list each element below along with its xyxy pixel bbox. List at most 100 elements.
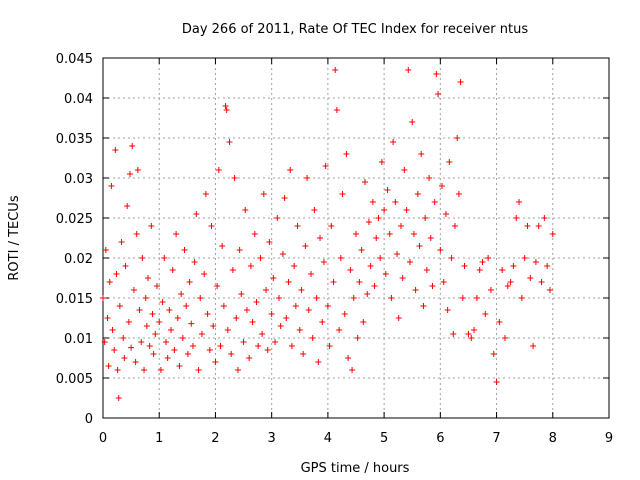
data-point	[446, 159, 453, 165]
data-point	[513, 215, 520, 221]
data-point	[535, 223, 542, 229]
data-point	[111, 347, 118, 353]
data-point	[106, 279, 113, 285]
data-point	[510, 263, 517, 269]
data-point	[371, 283, 378, 289]
y-tick-label: 0.01	[64, 332, 93, 347]
data-point	[345, 355, 352, 361]
data-point	[101, 339, 108, 345]
data-point	[153, 283, 160, 289]
data-point	[524, 223, 531, 229]
data-point	[485, 255, 492, 261]
data-point	[226, 139, 233, 145]
data-point	[270, 275, 277, 281]
data-point	[448, 255, 455, 261]
data-point	[152, 331, 159, 337]
data-point	[317, 235, 324, 241]
data-point	[403, 207, 410, 213]
data-point	[240, 339, 247, 345]
data-point	[109, 327, 116, 333]
data-point	[422, 215, 429, 221]
data-point	[313, 295, 320, 301]
data-point	[406, 259, 413, 265]
data-point	[263, 287, 270, 293]
data-point	[112, 147, 119, 153]
data-point	[538, 279, 545, 285]
data-point	[416, 243, 423, 249]
data-point	[198, 331, 205, 337]
data-point	[274, 215, 281, 221]
data-point	[426, 175, 433, 181]
data-point	[361, 179, 368, 185]
data-point	[251, 231, 258, 237]
data-point	[450, 331, 457, 337]
data-point	[367, 263, 374, 269]
data-point	[132, 359, 139, 365]
y-tick-label: 0.015	[56, 292, 93, 307]
data-point	[108, 183, 115, 189]
data-point	[201, 271, 208, 277]
data-point	[100, 295, 106, 301]
data-point	[204, 311, 211, 317]
data-point	[183, 303, 190, 309]
data-point	[292, 303, 299, 309]
data-point	[476, 267, 483, 273]
data-point	[364, 291, 371, 297]
data-point	[414, 191, 421, 197]
x-tick-label: 1	[155, 431, 163, 446]
data-point	[116, 303, 123, 309]
x-tick-label: 4	[324, 431, 332, 446]
data-point	[501, 335, 508, 341]
data-point	[224, 327, 231, 333]
axis-ticks: 0 1 2 3 4 5 6 7 8 9 0 0.005 0.01 0.015 0.02 0.025 0.03 0.…	[56, 52, 613, 446]
y-tick-label: 0.025	[56, 212, 93, 227]
data-point	[439, 183, 446, 189]
data-point	[468, 335, 475, 341]
data-point	[136, 307, 143, 313]
data-point	[444, 307, 451, 313]
data-point	[465, 331, 472, 337]
data-point	[527, 275, 534, 281]
data-point	[173, 231, 180, 237]
data-point	[159, 299, 166, 305]
data-point	[347, 267, 354, 273]
data-point	[356, 279, 363, 285]
data-point	[353, 231, 359, 237]
data-point	[126, 171, 133, 177]
x-tick-label: 9	[605, 431, 613, 446]
data-point	[234, 367, 241, 373]
data-point	[305, 307, 312, 313]
data-point	[281, 195, 288, 201]
data-point	[253, 299, 260, 305]
y-tick-label: 0.045	[56, 52, 93, 67]
data-point	[193, 211, 200, 217]
data-point	[496, 319, 503, 325]
data-point	[435, 91, 442, 97]
data-point	[349, 367, 356, 373]
data-point	[339, 191, 346, 197]
data-point	[437, 247, 444, 253]
data-point	[369, 199, 376, 205]
grid-lines	[103, 58, 609, 418]
data-point	[487, 287, 494, 293]
data-point	[358, 247, 365, 253]
y-tick-label: 0	[85, 412, 93, 427]
data-point	[166, 307, 173, 313]
data-point	[401, 167, 408, 173]
data-point	[409, 119, 416, 125]
data-point	[412, 287, 419, 293]
x-tick-label: 6	[436, 431, 444, 446]
data-point	[442, 211, 449, 217]
data-point	[332, 67, 339, 73]
x-tick-label: 2	[211, 431, 219, 446]
data-point	[328, 223, 335, 229]
data-point	[490, 351, 497, 357]
data-point	[423, 267, 430, 273]
data-point	[482, 311, 489, 317]
data-point	[141, 367, 148, 373]
data-point	[375, 215, 382, 221]
data-point	[350, 295, 357, 301]
data-point	[388, 295, 395, 301]
data-point	[144, 275, 151, 281]
data-point	[128, 344, 135, 351]
